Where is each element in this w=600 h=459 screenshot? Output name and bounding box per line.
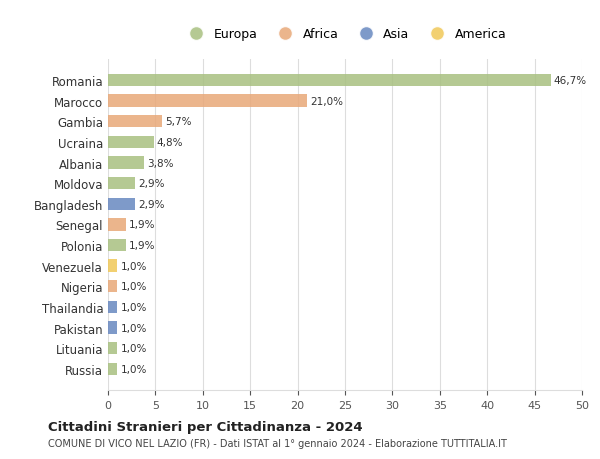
Bar <box>108 260 118 272</box>
Text: 21,0%: 21,0% <box>310 96 343 106</box>
Text: 1,9%: 1,9% <box>129 241 155 251</box>
Text: 1,9%: 1,9% <box>129 220 155 230</box>
Bar <box>108 198 136 211</box>
Text: 46,7%: 46,7% <box>554 76 587 86</box>
Text: Cittadini Stranieri per Cittadinanza - 2024: Cittadini Stranieri per Cittadinanza - 2… <box>48 420 362 433</box>
Bar <box>108 95 307 107</box>
Text: COMUNE DI VICO NEL LAZIO (FR) - Dati ISTAT al 1° gennaio 2024 - Elaborazione TUT: COMUNE DI VICO NEL LAZIO (FR) - Dati IST… <box>48 438 507 448</box>
Text: 1,0%: 1,0% <box>121 302 146 312</box>
Text: 1,0%: 1,0% <box>121 343 146 353</box>
Bar <box>108 301 118 313</box>
Text: 2,9%: 2,9% <box>139 199 165 209</box>
Text: 2,9%: 2,9% <box>139 179 165 189</box>
Text: 1,0%: 1,0% <box>121 364 146 374</box>
Bar <box>108 178 136 190</box>
Bar <box>108 322 118 334</box>
Bar <box>108 75 551 87</box>
Bar <box>108 157 144 169</box>
Text: 4,8%: 4,8% <box>157 138 183 148</box>
Bar <box>108 116 162 128</box>
Text: 1,0%: 1,0% <box>121 282 146 291</box>
Text: 3,8%: 3,8% <box>147 158 173 168</box>
Text: 5,7%: 5,7% <box>165 117 191 127</box>
Text: 1,0%: 1,0% <box>121 261 146 271</box>
Bar <box>108 280 118 293</box>
Bar <box>108 342 118 354</box>
Legend: Europa, Africa, Asia, America: Europa, Africa, Asia, America <box>179 23 511 46</box>
Bar <box>108 136 154 149</box>
Bar <box>108 239 126 252</box>
Bar <box>108 363 118 375</box>
Bar <box>108 219 126 231</box>
Text: 1,0%: 1,0% <box>121 323 146 333</box>
